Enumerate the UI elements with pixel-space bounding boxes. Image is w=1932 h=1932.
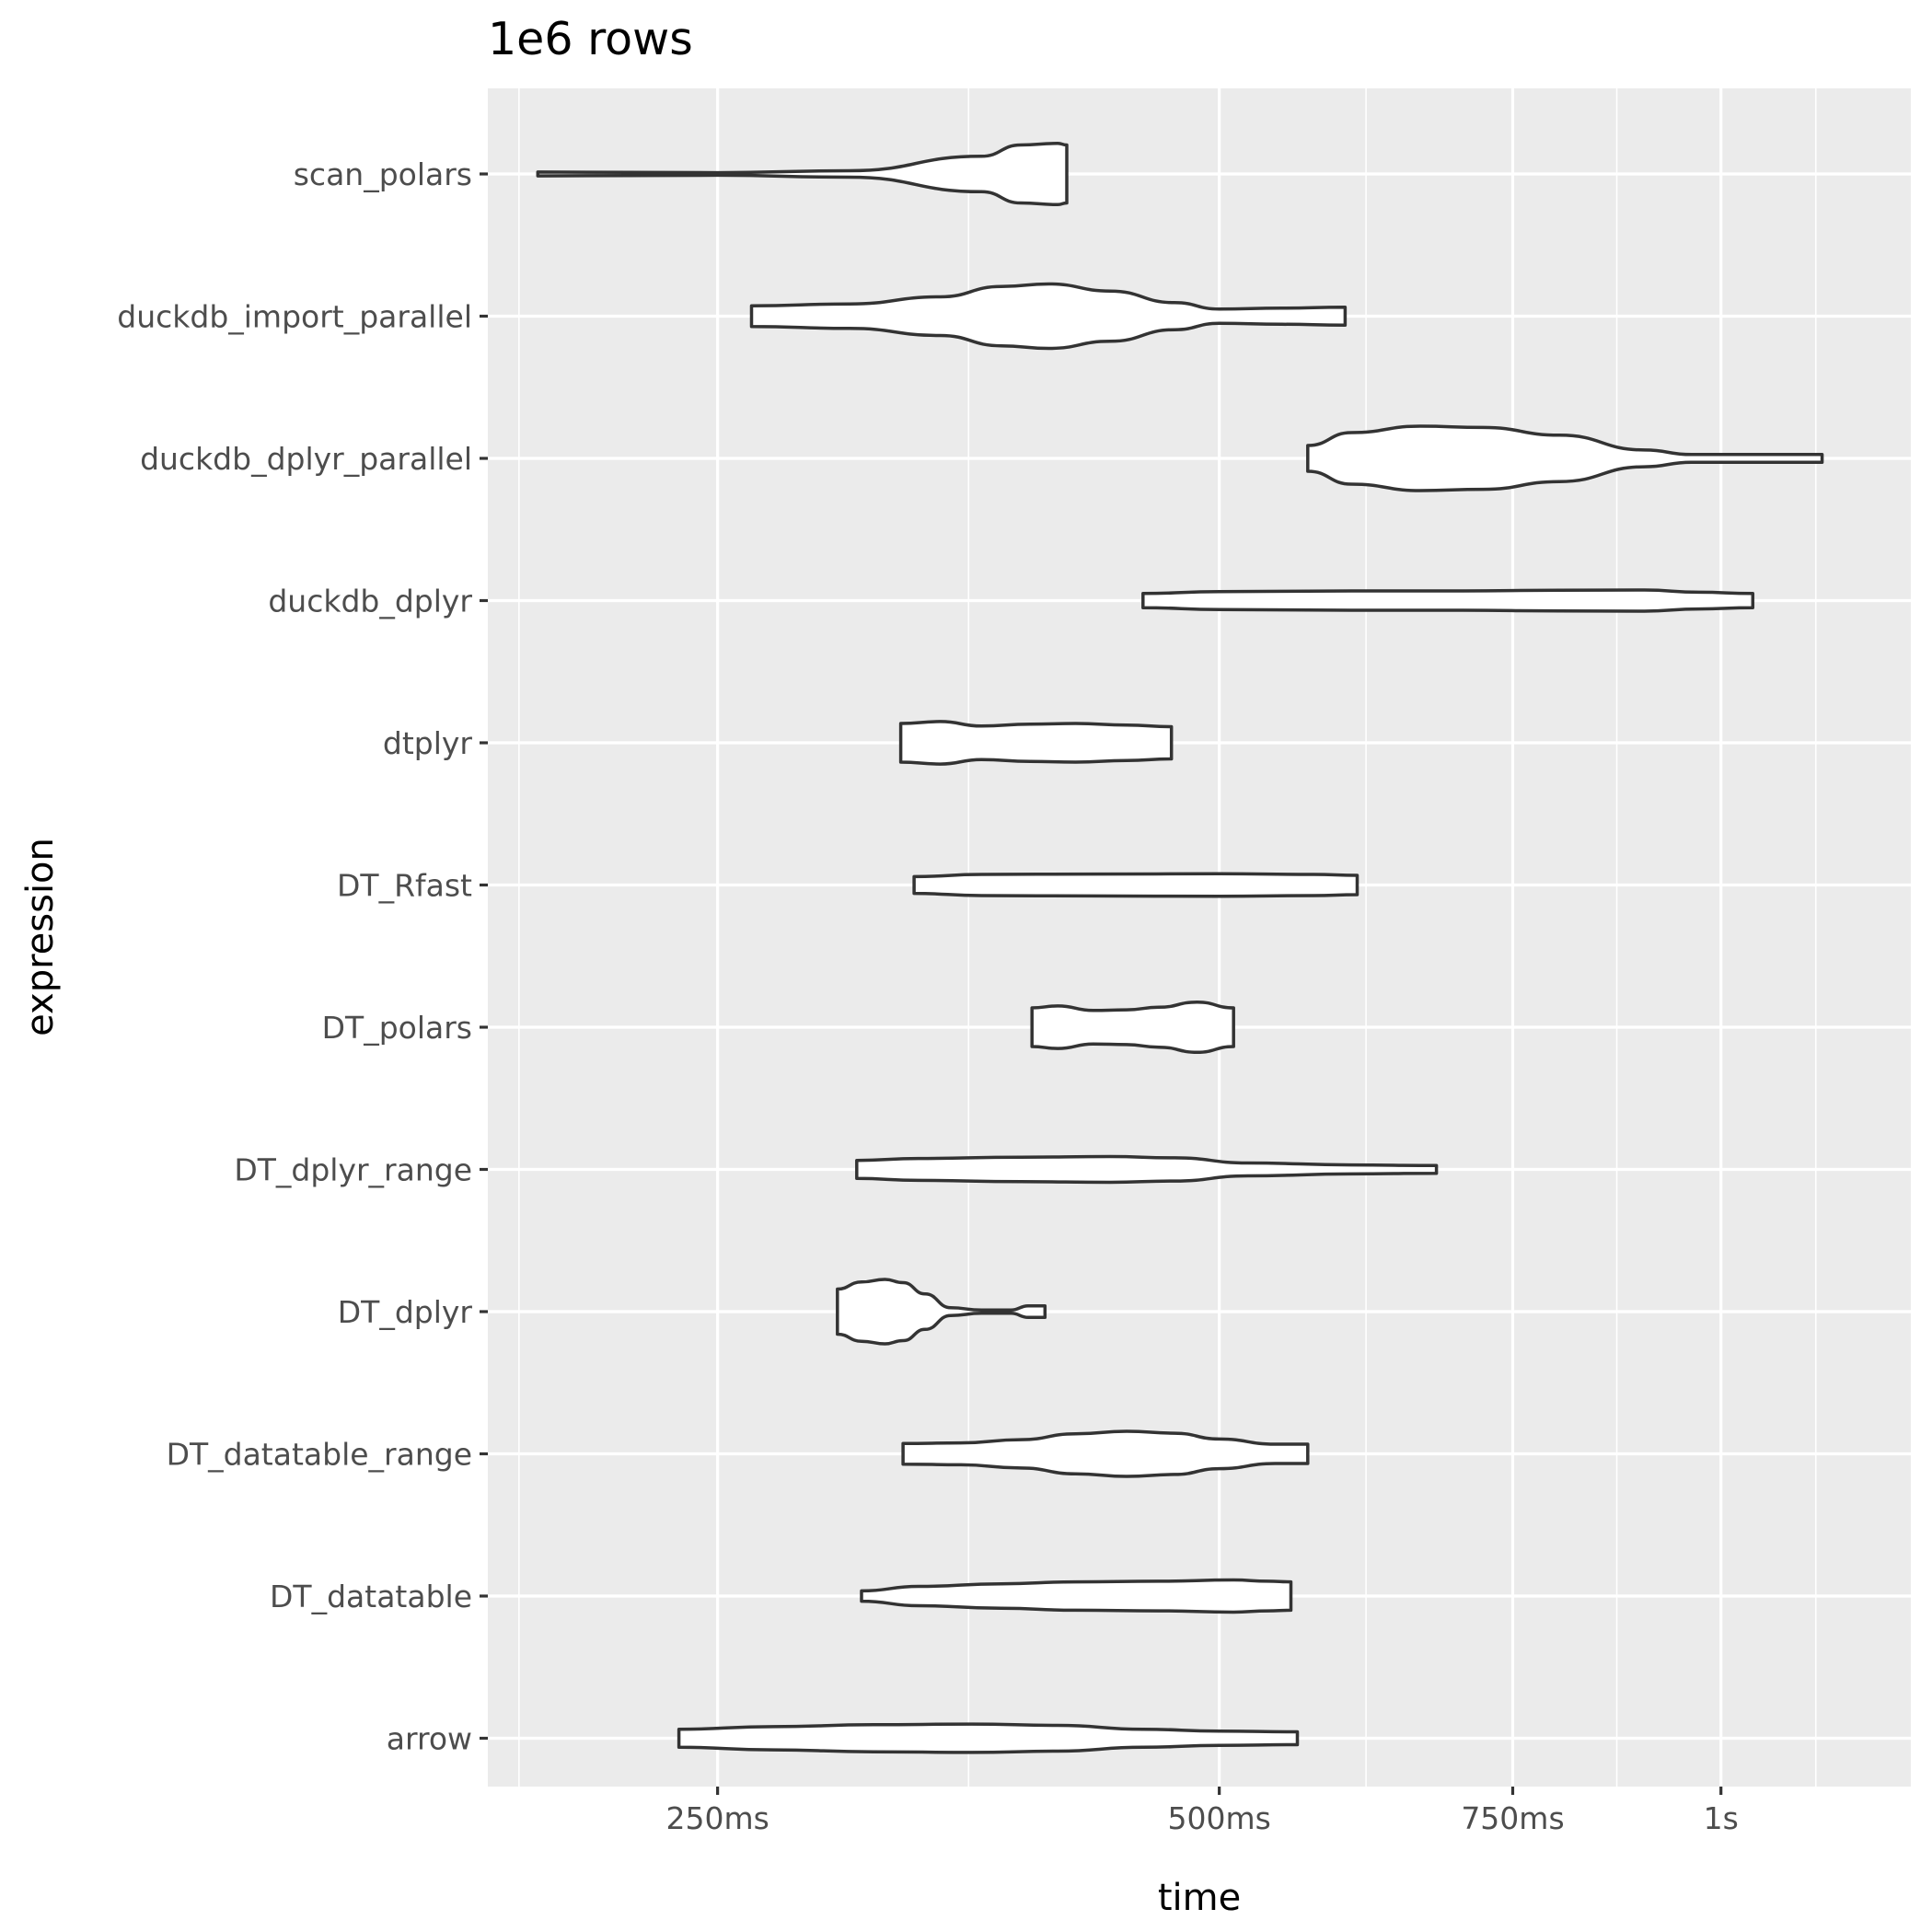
- violin-DT_dplyr_range: [855, 1154, 1439, 1185]
- violin-DT_polars: [1030, 1000, 1235, 1055]
- y-tick-label: DT_datatable_range: [167, 1437, 472, 1473]
- violin-duckdb_dplyr_parallel: [1306, 424, 1824, 492]
- y-axis: arrow DT_datatable DT_datatable_range DT_dp…: [117, 156, 488, 1757]
- violin-DT_datatable: [860, 1578, 1293, 1614]
- violin-DT_datatable_range: [901, 1429, 1310, 1478]
- violins: [536, 142, 1824, 1754]
- y-tick-label: DT_Rfast: [337, 868, 472, 904]
- violin-DT_Rfast: [912, 872, 1359, 898]
- y-tick-label: scan_polars: [294, 156, 472, 192]
- x-tick-label: 500ms: [1167, 1800, 1270, 1836]
- y-tick-label: dtplyr: [383, 725, 473, 761]
- y-tick-label: duckdb_import_parallel: [117, 299, 472, 335]
- violin-scan_polars: [536, 142, 1069, 207]
- y-tick-label: DT_dplyr: [338, 1294, 473, 1330]
- x-axis: 250ms 500ms 750ms 1s: [665, 1787, 1739, 1836]
- y-axis-title: expression: [19, 838, 62, 1036]
- violin-duckdb_dplyr: [1141, 588, 1755, 613]
- y-tick-label: DT_datatable: [270, 1579, 472, 1614]
- plot-panel: [488, 88, 1911, 1787]
- y-tick-label: DT_polars: [322, 1010, 472, 1046]
- violin-duckdb_import_parallel: [749, 282, 1348, 351]
- y-tick-label: DT_dplyr_range: [234, 1152, 472, 1188]
- chart-title: 1e6 rows: [488, 13, 693, 65]
- y-tick-label: duckdb_dplyr_parallel: [140, 441, 472, 477]
- x-tick-label: 750ms: [1461, 1800, 1564, 1836]
- y-tick-label: duckdb_dplyr: [268, 584, 472, 619]
- violin-arrow: [677, 1722, 1300, 1754]
- y-tick-label: arrow: [387, 1721, 472, 1757]
- x-tick-label: 1s: [1704, 1800, 1739, 1836]
- violin-dtplyr: [898, 720, 1174, 766]
- x-axis-title: time: [1158, 1877, 1241, 1919]
- violin-DT_dplyr: [836, 1278, 1047, 1346]
- x-tick-label: 250ms: [665, 1800, 769, 1836]
